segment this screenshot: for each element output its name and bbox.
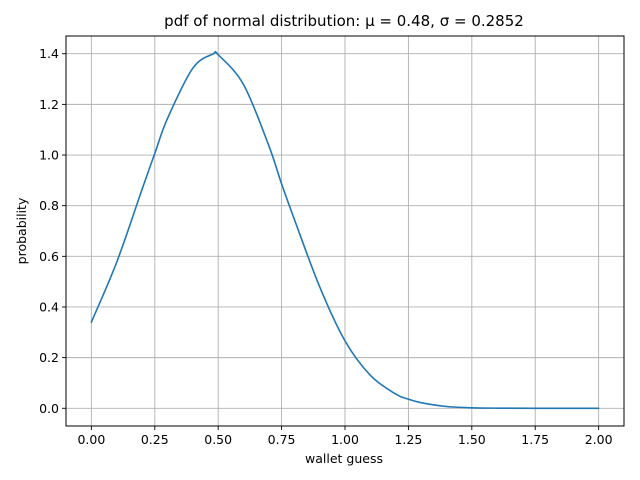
plot-data bbox=[90, 50, 600, 410]
x-tick-label: 0.50 bbox=[204, 432, 232, 447]
x-axis: 0.00 0.25 0.50 0.75 1.00 1.25 1.50 1.75 2.00 bbox=[77, 426, 613, 447]
x-tick-label: 1.50 bbox=[458, 432, 486, 447]
x-tick-label: 0.25 bbox=[141, 432, 169, 447]
x-axis-label: wallet guess bbox=[305, 451, 383, 466]
x-tick-label: 0.75 bbox=[268, 432, 296, 447]
x-tick-label: 1.25 bbox=[394, 432, 422, 447]
y-axis-label: probability bbox=[14, 197, 29, 264]
pdf-curve bbox=[90, 50, 600, 410]
y-tick-label: 0.4 bbox=[39, 299, 59, 314]
y-tick-label: 0.8 bbox=[39, 198, 59, 213]
y-tick-label: 1.0 bbox=[39, 148, 59, 163]
y-axis: 0.0 0.2 0.4 0.6 0.8 1.0 1.2 1.4 bbox=[39, 46, 66, 416]
x-tick-label: 1.75 bbox=[521, 432, 549, 447]
y-tick-label: 0.0 bbox=[39, 401, 59, 416]
y-tick-label: 0.6 bbox=[39, 249, 59, 264]
x-tick-label: 0.00 bbox=[77, 432, 105, 447]
y-tick-label: 0.2 bbox=[39, 350, 59, 365]
chart-title: pdf of normal distribution: μ = 0.48, σ … bbox=[164, 12, 524, 30]
x-tick-label: 2.00 bbox=[585, 432, 613, 447]
x-tick-label: 1.00 bbox=[331, 432, 359, 447]
y-tick-label: 1.2 bbox=[39, 97, 59, 112]
y-tick-label: 1.4 bbox=[39, 46, 59, 61]
